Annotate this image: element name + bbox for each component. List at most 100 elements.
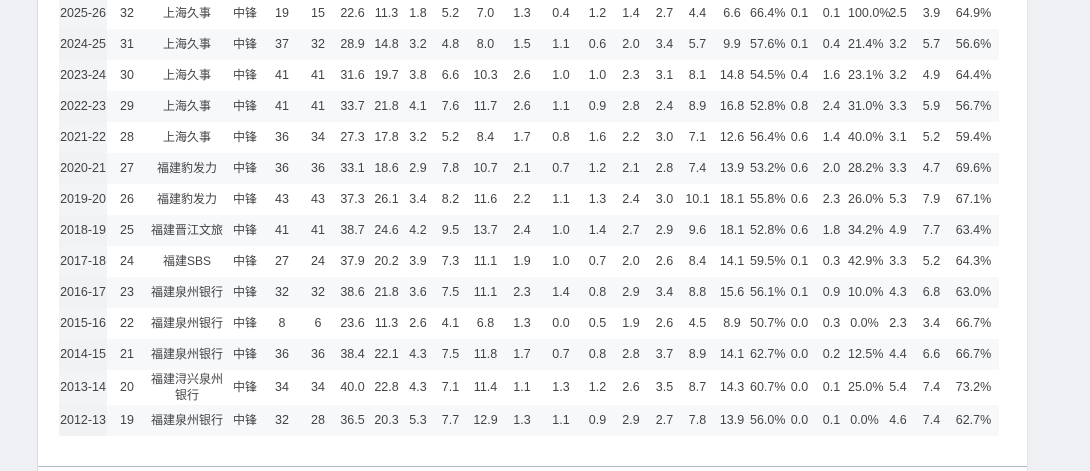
stat-cell: 3.4 [922,316,941,330]
stat-cell: 20.2 [374,254,399,268]
stat-cell: 34.2% [848,215,883,246]
player-season-row: 2017-18 24 福建SBS 中锋 27 24 37.9 20.2 3.9 7.3 11.1 1.… [59,246,999,277]
stat-cell: 3.2 [403,29,433,60]
stat-cell: 14.8 [719,68,745,82]
stat-cell: 1.3 [552,380,570,395]
season-cell: 2013-14 [59,370,107,406]
age-cell: 28 [120,130,134,144]
player-season-row: 2019-20 26 福建豹发力 中锋 43 43 37.3 26.1 3.4 8.2 11.6 2.… [59,184,999,215]
stat-cell: 0.0 [790,316,809,330]
stat-cell: 0.5 [588,316,607,330]
stat-cell: 4.9 [881,215,915,246]
stat-cell: 41 [311,68,325,82]
age-cell: 19 [107,405,147,437]
position-cell: 中锋 [227,405,263,437]
stat-cell: 11.8 [468,339,503,370]
stat-cell: 34 [311,130,325,144]
stat-cell: 63.0% [948,277,999,308]
stat-cell: 59.5% [750,254,786,268]
position-cell: 中锋 [227,153,263,184]
stat-cell: 0.6 [790,192,809,206]
stat-cell: 0.8 [581,339,614,370]
team-cell: 福建泉州银行 [147,339,227,370]
stat-cell: 62.7% [948,405,999,437]
stat-cell: 28 [301,405,335,437]
stat-cell: 11.3 [374,316,399,330]
stat-cell: 56.0% [750,405,785,437]
stat-cell: 14.1 [714,339,750,370]
stat-cell: 69.6% [948,153,999,184]
stat-cell: 56.4% [750,130,786,144]
stat-cell: 33.1 [335,153,370,184]
stat-cell: 5.7 [915,29,948,60]
stat-cell: 3.4 [648,277,681,308]
stat-cell: 2.4 [622,192,640,206]
stat-cell: 7.5 [433,339,468,370]
age-cell: 29 [107,91,147,122]
age-cell: 30 [120,68,134,82]
stat-cell: 4.8 [433,29,468,60]
stat-cell: 32 [301,29,335,60]
age-cell: 24 [120,254,134,268]
stat-cell: 8.1 [688,68,707,82]
stat-cell: 11.1 [473,254,498,268]
stat-cell: 62.7% [750,339,785,370]
stat-cell: 7.4 [681,153,714,184]
stat-cell: 100.0% [848,6,891,20]
stat-cell: 14.8 [370,29,403,60]
stat-cell: 26.0% [848,192,884,206]
stat-cell: 0.1 [822,380,841,395]
player-season-row: 2020-21 27 福建豹发力 中锋 36 36 33.1 18.6 2.9 7.8 10.7 2.… [59,153,999,184]
season-cell: 2023-24 [59,60,107,91]
stat-cell: 41 [263,215,301,246]
stat-cell: 2.9 [614,277,648,308]
stat-cell: 0.8 [784,91,815,122]
stat-cell: 28.2% [848,153,883,184]
position-cell: 中锋 [232,6,257,21]
player-season-row: 2015-16 22 福建泉州银行 中锋 8 6 23.6 11.3 2.6 4.1 6.8 1.3 0… [59,308,999,339]
stat-cell: 2.9 [403,153,433,184]
stat-cell: 10.0% [848,277,883,308]
player-season-row: 2022-23 29 上海久事 中锋 41 41 33.7 21.8 4.1 7.6 11.7 2.6… [59,91,999,122]
stat-cell: 38.4 [335,339,370,370]
stat-cell: 2.7 [655,6,674,20]
stat-cell: 6 [314,316,322,330]
stat-cell: 7.4 [922,380,941,395]
stat-cell: 2.6 [503,91,541,122]
stat-cell: 12.5% [848,339,883,370]
stat-cell: 7.8 [681,405,714,437]
stat-cell: 2.8 [614,91,648,122]
stat-cell: 32 [263,277,301,308]
stat-cell: 2.9 [648,215,681,246]
stat-cell: 52.8% [750,91,785,122]
player-season-row: 2016-17 23 福建泉州银行 中锋 32 32 38.6 21.8 3.6 7.5 11.1 2… [59,277,999,308]
stat-cell: 36 [263,339,301,370]
season-cell: 2024-25 [59,29,107,60]
stat-cell: 3.3 [881,153,915,184]
stat-cell: 37 [263,29,301,60]
stat-cell: 4.1 [441,316,460,330]
season-cell: 2021-22 [59,122,107,153]
season-cell: 2015-16 [59,308,107,339]
stat-cell: 8.2 [441,192,460,206]
stat-cell: 7.1 [688,130,707,144]
team-cell: 福建豹发力 [156,191,217,206]
stat-cell: 2.7 [648,405,681,437]
stat-cell: 6.8 [476,316,495,330]
stat-cell: 56.6% [948,29,999,60]
season-cell: 2017-18 [59,246,107,277]
season-cell: 2014-15 [59,339,107,370]
player-season-row: 2023-24 30 上海久事 中锋 41 41 31.6 19.7 3.8 6.6 10.3 2.6… [59,60,999,91]
stat-cell: 1.0 [588,68,607,82]
stat-cell: 40.0% [848,130,884,144]
stat-cell: 63.4% [948,215,999,246]
player-season-row: 2021-22 28 上海久事 中锋 36 34 27.3 17.8 3.2 5.2 8.4 1.7 0… [59,122,999,153]
stat-cell: 11.4 [473,380,498,395]
stat-cell: 38.7 [335,215,370,246]
stat-cell: 3.2 [889,68,907,82]
stat-cell: 3.4 [409,192,427,206]
stat-cell: 1.7 [503,339,541,370]
stat-cell: 36 [275,130,289,144]
stat-cell: 6.6 [441,68,460,82]
position-cell: 中锋 [227,215,263,246]
